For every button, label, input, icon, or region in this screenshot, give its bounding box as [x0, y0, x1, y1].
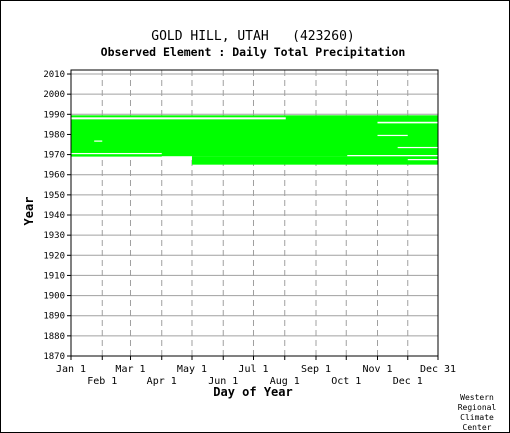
credit-line-1: Western: [460, 393, 494, 402]
data-gaps: [71, 117, 438, 161]
missing-data-gap: [407, 159, 438, 161]
y-tick-label: 1970: [43, 151, 65, 161]
coverage-block: [191, 156, 438, 165]
y-tick-label: 1890: [43, 312, 65, 322]
chart-subtitle: Observed Element : Daily Total Precipita…: [101, 45, 406, 59]
x-tick-label: Jan 1: [56, 364, 86, 375]
credit-block: Western Regional Climate Center: [458, 393, 497, 432]
missing-data-gap: [94, 140, 103, 142]
missing-data-gap: [397, 146, 438, 149]
x-tick-label: Feb 1: [87, 376, 117, 387]
y-tick-label: 1870: [43, 352, 65, 362]
coverage-block: [71, 115, 438, 157]
y-tick-label: 2010: [43, 70, 65, 80]
y-tick-label: 1950: [43, 191, 65, 201]
missing-data-gap: [161, 156, 192, 158]
y-tick-label: 1910: [43, 271, 65, 281]
y-tick-label: 1930: [43, 231, 65, 241]
plot-area-border: [70, 69, 439, 357]
y-tick-label: 1990: [43, 110, 65, 120]
y-tick-label: 1940: [43, 211, 65, 221]
grid-lines: [71, 70, 438, 356]
y-tick-label: 1960: [43, 171, 65, 181]
x-tick-label: Dec 1: [393, 376, 423, 387]
missing-data-gap: [71, 117, 286, 120]
y-axis-label: Year: [22, 197, 36, 226]
credit-line-2: Regional: [458, 403, 497, 412]
y-tick-label: 2000: [43, 90, 65, 100]
x-tick-label: Dec 31: [420, 364, 456, 375]
missing-data-gap: [71, 152, 162, 155]
credit-line-4: Center: [463, 423, 492, 432]
x-tick-label: Sep 1: [301, 364, 331, 375]
missing-data-gap: [377, 121, 438, 124]
x-tick-label: Jul 1: [238, 364, 268, 375]
x-axis-ticks: Jan 1 Mar 1 May 1 Jul 1 Sep 1 Nov 1 Dec 31 Feb …: [56, 356, 456, 387]
x-tick-label: Nov 1: [362, 364, 392, 375]
x-tick-label: Aug 1: [270, 376, 300, 387]
y-axis-ticks: 1870 1880 1890 1900 1910 1920 1930 1940 1950 1960…: [43, 70, 71, 362]
y-tick-label: 1920: [43, 251, 65, 261]
x-tick-label: Apr 1: [147, 376, 177, 387]
x-tick-label: May 1: [177, 364, 207, 375]
missing-data-gap: [347, 154, 438, 157]
x-tick-label: Oct 1: [331, 376, 361, 387]
data-coverage: [71, 115, 438, 165]
x-tick-label: Mar 1: [115, 364, 145, 375]
x-axis-label: Day of Year: [213, 385, 292, 399]
y-tick-label: 1900: [43, 292, 65, 302]
y-tick-label: 1880: [43, 332, 65, 342]
credit-line-3: Climate: [460, 413, 494, 422]
missing-data-gap: [377, 134, 408, 137]
chart-title: GOLD HILL, UTAH (423260): [151, 29, 355, 44]
x-tick-label: Jun 1: [208, 376, 238, 387]
y-tick-label: 1980: [43, 130, 65, 140]
